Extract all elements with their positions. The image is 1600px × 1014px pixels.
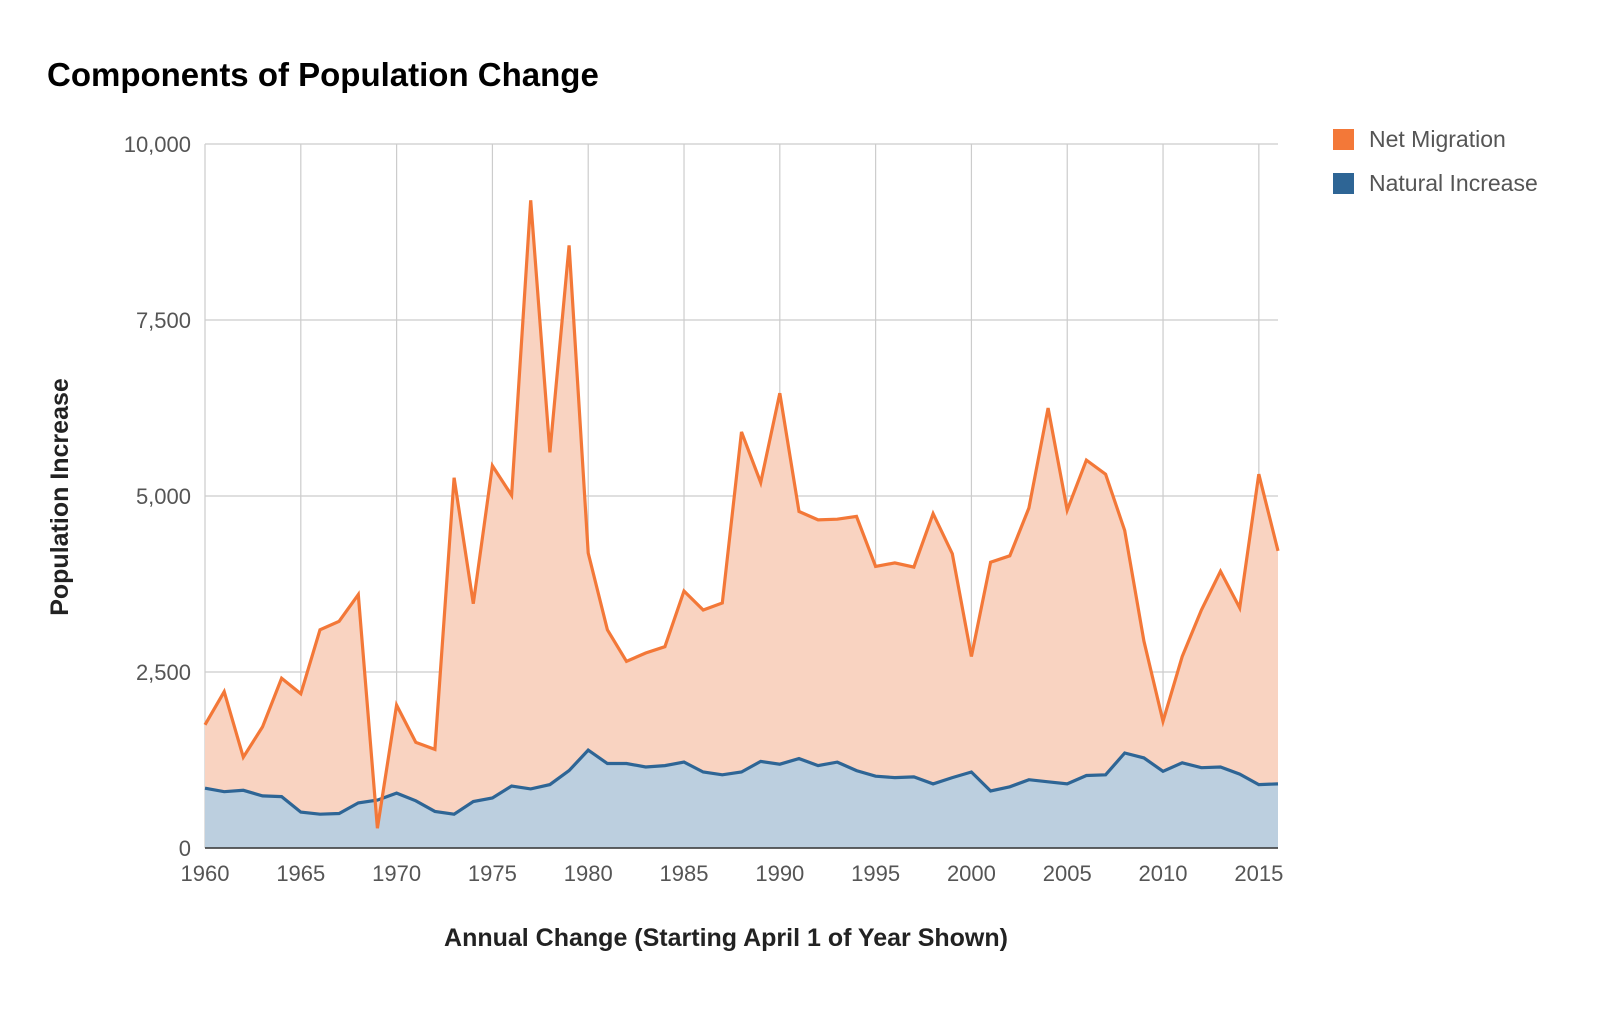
x-axis-title: Annual Change (Starting April 1 of Year …: [444, 924, 1008, 952]
line-series-layer: [203, 200, 1280, 829]
area-series-layer: [205, 200, 1278, 848]
legend-label: Natural Increase: [1369, 169, 1538, 196]
x-tick-label: 1980: [564, 861, 613, 886]
legend-swatch-net-migration: [1333, 128, 1354, 150]
line-natural-increase: [204, 747, 1279, 816]
y-tick-label: 0: [179, 836, 191, 861]
x-tick-label: 2015: [1234, 861, 1283, 886]
x-tick-label: 2005: [1043, 861, 1092, 886]
axes: 0 2,500 5,000 7,500 10,000 1960 1965 1970 1975 19…: [124, 132, 1284, 886]
y-axis-title: Population Increase: [46, 378, 74, 616]
x-tick-label: 1965: [276, 861, 325, 886]
x-tick-label: 2000: [947, 861, 996, 886]
y-tick-label: 2,500: [136, 660, 191, 685]
x-tick-label: 1995: [851, 861, 900, 886]
y-tick-label: 5,000: [136, 484, 191, 509]
legend-item-net-migration[interactable]: Net Migration: [1333, 125, 1538, 153]
x-tick-label: 1990: [755, 861, 804, 886]
chart-title: Components of Population Change: [47, 56, 599, 93]
legend-item-natural-increase[interactable]: Natural Increase: [1333, 169, 1538, 197]
legend: Net Migration Natural Increase: [1333, 125, 1538, 213]
line-net-migration: [203, 200, 1280, 829]
y-tick-label: 7,500: [136, 308, 191, 333]
area-net-migration: [205, 200, 1278, 829]
x-tick-label: 1970: [372, 861, 421, 886]
x-tick-label: 1975: [468, 861, 517, 886]
area-natural-increase: [205, 750, 1278, 848]
legend-label: Net Migration: [1369, 125, 1506, 152]
x-tick-label: 1985: [660, 861, 709, 886]
x-tick-label: 1960: [181, 861, 230, 886]
y-tick-label: 10,000: [124, 132, 191, 157]
x-tick-label: 2010: [1139, 861, 1188, 886]
legend-swatch-natural-increase: [1333, 172, 1354, 194]
